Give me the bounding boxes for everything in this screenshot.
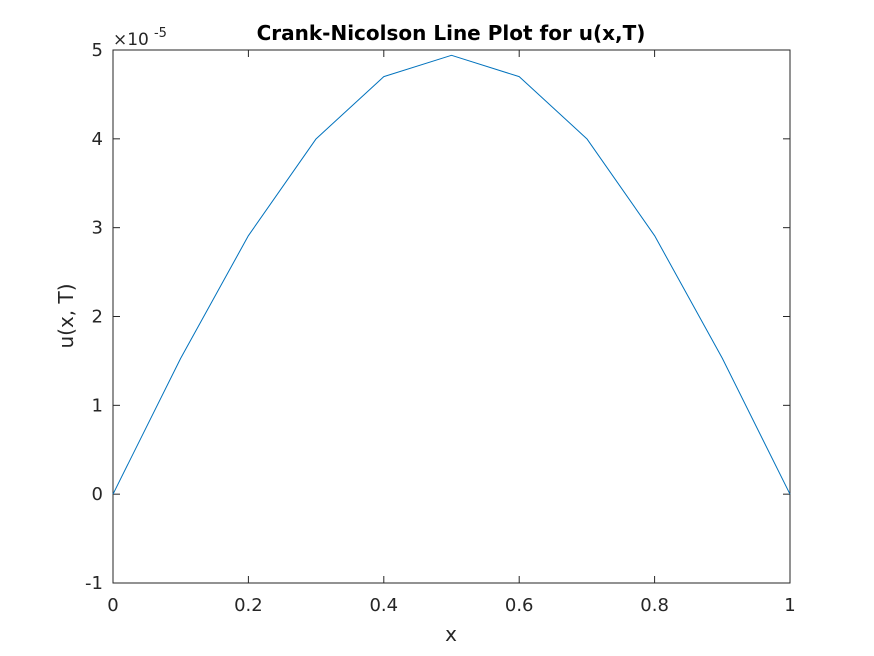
y-axis-label: u(x, T) [54, 283, 78, 348]
y-tick-label: 1 [92, 395, 103, 416]
y-tick-label: 5 [92, 40, 103, 61]
y-exponent-label: ×10 -5 [113, 26, 167, 50]
x-axis-label: x [445, 622, 457, 646]
chart-title: Crank-Nicolson Line Plot for u(x,T) [257, 21, 646, 45]
series-group [112, 54, 791, 495]
y-exponent-power: -5 [154, 26, 167, 41]
x-tick-label: 0.8 [640, 595, 669, 616]
y-exponent-base: ×10 [113, 30, 149, 50]
x-tick-label: 0.4 [369, 595, 398, 616]
x-tick-label: 0.2 [234, 595, 263, 616]
plot-area [112, 49, 791, 584]
y-tick-label: -1 [85, 573, 103, 594]
axes-box [112, 49, 791, 584]
labels: Crank-Nicolson Line Plot for u(x,T) x u(… [54, 21, 645, 646]
y-tick-label: 3 [92, 218, 103, 239]
y-tick-label: 4 [92, 129, 103, 150]
x-tick-label: 0.6 [505, 595, 534, 616]
x-tick-label: 0 [107, 595, 118, 616]
x-tick-label: 1 [784, 595, 795, 616]
y-tick-label: 0 [92, 484, 103, 505]
y-tick-label: 2 [92, 307, 103, 328]
series-line [112, 54, 791, 495]
